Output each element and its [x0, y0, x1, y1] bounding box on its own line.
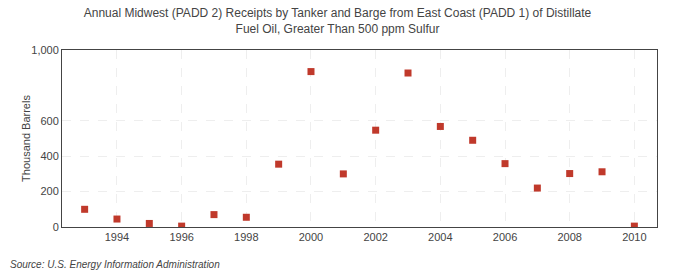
svg-text:1998: 1998	[234, 231, 258, 243]
svg-text:1994: 1994	[105, 231, 129, 243]
svg-text:Source: U.S. Energy Informatio: Source: U.S. Energy Information Administ…	[10, 259, 220, 270]
svg-text:2002: 2002	[363, 231, 387, 243]
svg-text:1996: 1996	[169, 231, 193, 243]
svg-text:2006: 2006	[493, 231, 517, 243]
svg-text:400: 400	[40, 150, 58, 162]
svg-text:2008: 2008	[557, 231, 581, 243]
svg-text:2010: 2010	[622, 231, 646, 243]
svg-text:1,000: 1,000	[31, 44, 59, 56]
svg-text:2004: 2004	[428, 231, 452, 243]
svg-text:Annual Midwest (PADD 2) Receip: Annual Midwest (PADD 2) Receipts by Tank…	[84, 6, 592, 36]
svg-text:200: 200	[40, 185, 58, 197]
svg-text:0: 0	[53, 221, 59, 233]
svg-text:2000: 2000	[299, 231, 323, 243]
svg-text:600: 600	[40, 115, 58, 127]
svg-text:Thousand Barrels: Thousand Barrels	[20, 95, 32, 182]
